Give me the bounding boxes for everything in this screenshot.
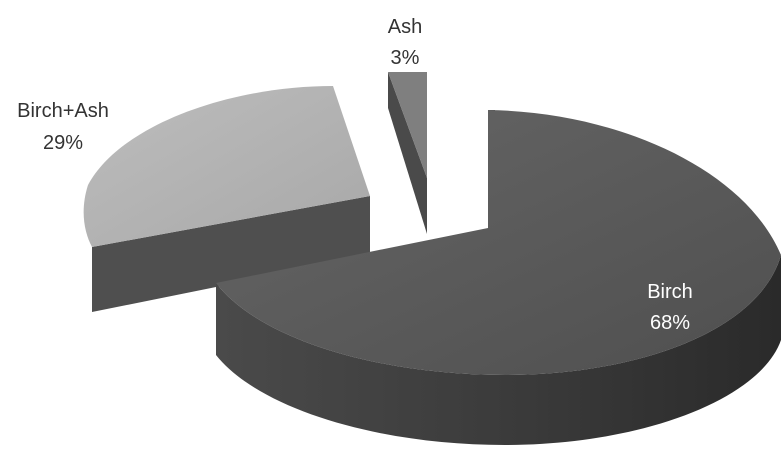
pie-slice-ash-top (388, 72, 427, 178)
label-birch-name: Birch (647, 281, 693, 303)
label-ash-value: 3% (391, 47, 420, 69)
label-birch-ash-name: Birch+Ash (17, 100, 109, 122)
label-ash-name: Ash (388, 16, 422, 38)
label-birch-ash-value: 29% (43, 132, 83, 154)
pie-slice-birch-ash (83, 86, 371, 312)
pie-slice-ash-side (388, 72, 427, 234)
pie-slice-birch-ash-top (83, 86, 371, 247)
pie-slice-birch (216, 110, 781, 445)
pie-slice-birch-side (216, 255, 781, 445)
pie-slice-birch-top (216, 110, 781, 375)
pie-slice-ash (388, 72, 427, 234)
pie-slice-birch-ash-side (92, 196, 370, 312)
label-birch-value: 68% (650, 312, 690, 334)
